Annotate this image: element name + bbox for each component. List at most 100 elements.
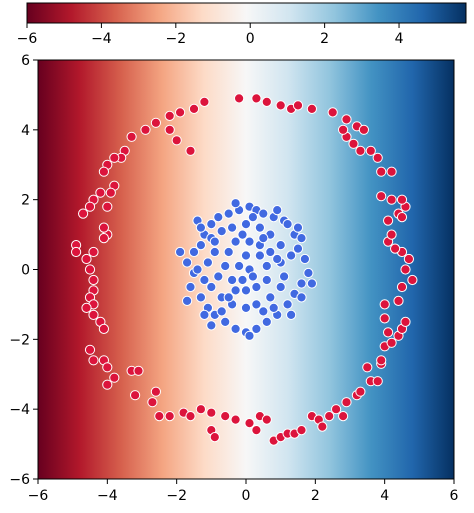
- inner-cluster-point: [220, 260, 231, 272]
- outer-ring-point: [341, 397, 352, 408]
- outer-ring-point: [358, 124, 369, 135]
- inner-cluster-point: [195, 240, 206, 251]
- inner-cluster-point: [247, 271, 258, 282]
- outer-ring-point: [400, 264, 411, 275]
- outer-ring-point: [317, 421, 328, 432]
- outer-ring-point: [396, 281, 408, 293]
- outer-ring-point: [126, 131, 137, 142]
- x-tick-label: 0: [242, 488, 251, 504]
- inner-cluster-point: [230, 285, 241, 296]
- outer-ring-point: [199, 96, 210, 108]
- outer-ring-point: [98, 233, 110, 244]
- outer-ring-point: [147, 397, 158, 408]
- x-tick-label: 4: [380, 488, 389, 504]
- inner-cluster-point: [209, 236, 220, 247]
- outer-ring-point: [220, 411, 231, 422]
- inner-cluster-point: [223, 246, 234, 258]
- outer-ring-point: [81, 302, 92, 313]
- colorbar: −6 −4 −2 0 2 4: [17, 2, 467, 47]
- colorbar-gradient: [26, 2, 467, 24]
- outer-ring-point: [393, 295, 404, 306]
- outer-ring-point: [338, 411, 349, 422]
- outer-ring-point: [188, 103, 200, 115]
- outer-ring-point: [150, 386, 161, 397]
- outer-ring-point: [84, 264, 96, 275]
- colorbar-tick-label: −4: [91, 31, 112, 47]
- inner-cluster-point: [282, 219, 293, 230]
- inner-cluster-point: [251, 281, 262, 293]
- outer-ring-point: [105, 187, 116, 198]
- outer-ring-point: [71, 246, 82, 258]
- outer-ring-point: [407, 274, 418, 286]
- inner-cluster-point: [192, 264, 203, 275]
- outer-ring-point: [88, 246, 99, 258]
- x-tick-label: −2: [166, 488, 187, 504]
- outer-ring-point: [150, 117, 161, 128]
- inner-cluster-point: [254, 250, 265, 261]
- outer-ring-point: [84, 344, 96, 355]
- y-axis-ticks: −6 −4 −2 0 2 4 6: [9, 53, 38, 488]
- outer-ring-point: [386, 194, 397, 205]
- outer-ring-point: [372, 376, 383, 387]
- inner-cluster-point: [303, 267, 314, 279]
- inner-cluster-point: [244, 330, 255, 341]
- inner-cluster-point: [306, 278, 317, 289]
- outer-ring-point: [372, 152, 383, 163]
- outer-ring-point: [386, 166, 397, 177]
- outer-ring-point: [95, 187, 106, 198]
- colorbar-tick-label: 4: [395, 31, 404, 47]
- inner-cluster-point: [213, 212, 224, 223]
- inner-cluster-point: [251, 323, 262, 334]
- outer-ring-point: [102, 362, 113, 373]
- inner-cluster-point: [223, 292, 234, 303]
- inner-cluster-point: [240, 302, 252, 313]
- inner-cluster-point: [268, 302, 279, 313]
- outer-ring-point: [261, 414, 272, 425]
- plot-area: −6 −4 −2 0 2 4 6 −6 −4 −2 0 2 4 6: [9, 53, 458, 504]
- inner-cluster-point: [216, 306, 227, 317]
- inner-cluster-point: [275, 281, 286, 293]
- inner-cluster-point: [296, 233, 307, 244]
- outer-ring-point: [154, 411, 165, 422]
- inner-cluster-point: [237, 229, 248, 240]
- inner-cluster-point: [272, 253, 283, 265]
- inner-cluster-point: [240, 219, 252, 230]
- inner-cluster-point: [261, 274, 272, 286]
- inner-cluster-point: [230, 236, 241, 247]
- y-tick-label: 4: [21, 123, 30, 139]
- y-tick-label: 2: [21, 193, 30, 209]
- outer-ring-point: [338, 124, 349, 135]
- inner-cluster-point: [286, 309, 297, 320]
- inner-cluster-point: [272, 205, 283, 216]
- colorbar-tick-label: −2: [165, 31, 186, 47]
- outer-ring-point: [383, 215, 394, 226]
- outer-ring-point: [390, 243, 401, 254]
- inner-cluster-point: [292, 222, 304, 233]
- y-tick-label: −6: [9, 472, 30, 488]
- outer-ring-point: [78, 208, 89, 219]
- outer-ring-point: [88, 274, 99, 286]
- outer-ring-point: [251, 93, 262, 104]
- outer-ring-point: [341, 114, 352, 125]
- inner-cluster-point: [199, 274, 210, 286]
- data-points: [71, 93, 418, 446]
- inner-cluster-point: [182, 257, 193, 268]
- outer-ring-point: [365, 145, 376, 156]
- inner-cluster-point: [299, 253, 310, 265]
- inner-cluster-point: [265, 292, 276, 303]
- outer-ring-point: [88, 355, 99, 366]
- outer-ring-point: [185, 411, 196, 422]
- outer-ring-point: [379, 313, 390, 324]
- inner-cluster-point: [240, 250, 252, 261]
- inner-cluster-point: [251, 299, 262, 310]
- inner-cluster-point: [227, 274, 238, 286]
- outer-ring-point: [98, 166, 110, 177]
- outer-ring-point: [383, 327, 394, 338]
- outer-ring-point: [164, 110, 175, 122]
- inner-cluster-point: [292, 243, 304, 254]
- inner-cluster-point: [258, 208, 269, 219]
- inner-cluster-point: [237, 274, 248, 286]
- outer-ring-point: [403, 253, 414, 265]
- outer-ring-point: [133, 365, 144, 376]
- y-tick-label: 0: [21, 263, 30, 279]
